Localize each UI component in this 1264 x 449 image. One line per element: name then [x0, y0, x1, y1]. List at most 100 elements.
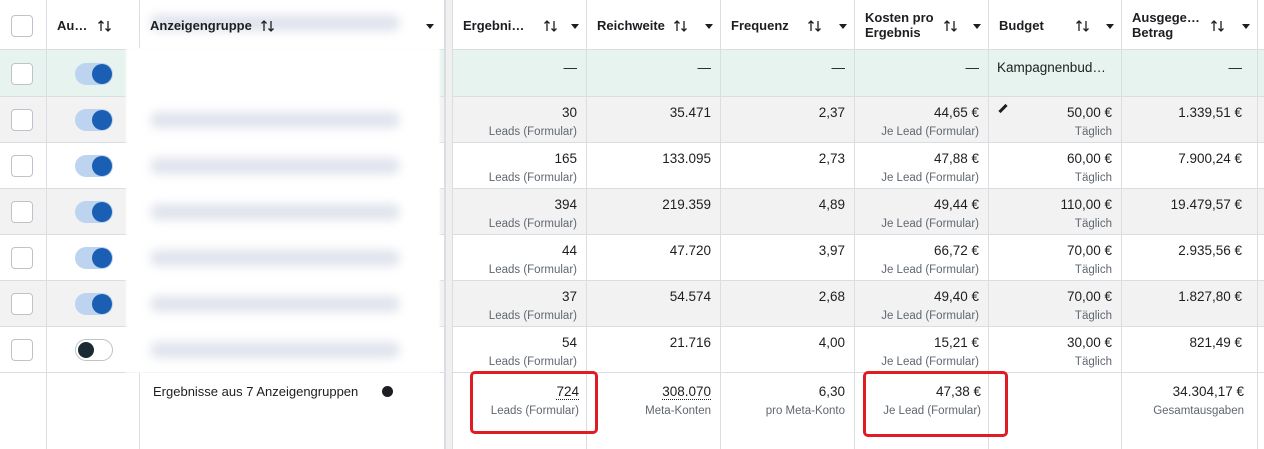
- underlined-value[interactable]: 308.070: [662, 384, 711, 400]
- campaign-cell: —: [697, 60, 712, 75]
- metric-sublabel: Leads (Formular): [488, 218, 577, 230]
- column-divider: [444, 0, 445, 449]
- metric-sublabel: Leads (Formular): [488, 356, 577, 368]
- sort-icon[interactable]: [1210, 19, 1226, 33]
- sort-icon[interactable]: [673, 19, 689, 33]
- summary-sublabel: Meta-Konten: [645, 405, 711, 417]
- blurred-name: [150, 296, 400, 312]
- info-icon[interactable]: [382, 386, 393, 397]
- metric-sublabel: Täglich: [1074, 310, 1112, 322]
- column-header[interactable]: Frequenz: [731, 18, 789, 33]
- sort-icon[interactable]: [1075, 19, 1091, 33]
- metric-sublabel: Je Lead (Formular): [881, 264, 979, 276]
- column-header[interactable]: Ausgege… Betrag: [1132, 10, 1200, 40]
- metric-value: 1.339,51 €: [1178, 105, 1242, 120]
- underlined-value[interactable]: 724: [556, 384, 579, 400]
- toggle-knob: [92, 248, 112, 268]
- toggle[interactable]: [75, 247, 113, 269]
- toggle[interactable]: [75, 339, 113, 361]
- sort-icon[interactable]: [97, 19, 113, 33]
- metric-value: 19.479,57 €: [1170, 197, 1242, 212]
- metric-value: 3,97: [818, 243, 845, 258]
- metric-value: 21.716: [669, 335, 711, 350]
- checkbox[interactable]: [11, 63, 33, 85]
- metric-value: 4,00: [818, 335, 845, 350]
- toggle[interactable]: [75, 201, 113, 223]
- metric-value: 54: [561, 335, 577, 350]
- metric-value: 165: [554, 151, 577, 166]
- metric-value: 2,73: [818, 151, 845, 166]
- checkbox[interactable]: [11, 155, 33, 177]
- column-header[interactable]: Budget: [999, 18, 1044, 33]
- metric-value: 30: [561, 105, 577, 120]
- dropdown-caret[interactable]: [422, 19, 438, 33]
- column-header[interactable]: Au…: [57, 18, 88, 33]
- toggle-knob: [78, 342, 94, 358]
- dropdown-caret[interactable]: [701, 19, 717, 33]
- highlight-box: [470, 371, 598, 434]
- metric-value: 50,00 €: [1066, 105, 1112, 120]
- sort-icon[interactable]: [260, 19, 276, 33]
- highlight-box: [863, 371, 1008, 437]
- summary-value: 47,38 €: [935, 384, 981, 399]
- toggle-knob: [92, 202, 112, 222]
- dropdown-caret[interactable]: [969, 19, 985, 33]
- toggle[interactable]: [75, 293, 113, 315]
- blurred-name: [150, 15, 400, 31]
- metric-sublabel: Leads (Formular): [488, 126, 577, 138]
- metric-value: 37: [561, 289, 577, 304]
- dropdown-caret[interactable]: [1102, 19, 1118, 33]
- checkbox[interactable]: [11, 201, 33, 223]
- metric-value: 2,37: [818, 105, 845, 120]
- metric-value: 70,00 €: [1066, 289, 1112, 304]
- summary-value: 308.070: [587, 384, 711, 400]
- campaign-cell: —: [965, 60, 980, 75]
- metric-value: 35.471: [669, 105, 711, 120]
- summary-value: 6,30: [818, 384, 845, 399]
- campaign-cell: —: [831, 60, 846, 75]
- toggle[interactable]: [75, 109, 113, 131]
- sort-icon[interactable]: [943, 19, 959, 33]
- column-divider: [586, 0, 587, 449]
- metric-value: 44,65 €: [933, 105, 979, 120]
- dropdown-caret[interactable]: [1238, 19, 1254, 33]
- column-divider: [988, 0, 989, 449]
- campaign-cell: —: [563, 60, 578, 75]
- campaign-cell: —: [1228, 60, 1243, 75]
- metric-value: 394: [554, 197, 577, 212]
- checkbox[interactable]: [11, 293, 33, 315]
- summary-value: 724: [453, 384, 579, 400]
- metric-sublabel: Je Lead (Formular): [881, 310, 979, 322]
- checkbox[interactable]: [11, 247, 33, 269]
- toggle[interactable]: [75, 63, 113, 85]
- metric-sublabel: Je Lead (Formular): [881, 172, 979, 184]
- toggle-knob: [92, 64, 112, 84]
- blurred-name: [150, 342, 400, 358]
- dropdown-caret[interactable]: [567, 19, 583, 33]
- metric-value: 7.900,24 €: [1178, 151, 1242, 166]
- column-header[interactable]: Anzeigengruppe: [150, 18, 252, 33]
- dropdown-caret[interactable]: [835, 19, 851, 33]
- metric-value: 4,89: [818, 197, 845, 212]
- summary-value: 34.304,17 €: [1172, 384, 1244, 399]
- sort-icon[interactable]: [543, 19, 559, 33]
- checkbox[interactable]: [11, 109, 33, 131]
- metric-sublabel: Je Lead (Formular): [881, 356, 979, 368]
- metric-value: 133.095: [662, 151, 711, 166]
- metric-value: 30,00 €: [1066, 335, 1112, 350]
- metric-sublabel: Leads (Formular): [488, 172, 577, 184]
- summary-label: Ergebnisse aus 7 Anzeigengruppen: [153, 384, 359, 399]
- checkbox[interactable]: [11, 15, 33, 37]
- metric-sublabel: Täglich: [1074, 356, 1112, 368]
- checkbox[interactable]: [11, 339, 33, 361]
- metric-value: 110,00 €: [1060, 197, 1112, 212]
- sort-icon[interactable]: [807, 19, 823, 33]
- blurred-name: [150, 112, 400, 128]
- column-header[interactable]: Ergebni…: [463, 18, 525, 33]
- toggle[interactable]: [75, 155, 113, 177]
- column-header[interactable]: Kosten pro Ergebnis: [865, 10, 934, 40]
- frozen-divider: [445, 0, 453, 449]
- column-header[interactable]: Reichweite: [597, 18, 665, 33]
- metric-value: 54.574: [669, 289, 711, 304]
- column-divider: [720, 0, 721, 449]
